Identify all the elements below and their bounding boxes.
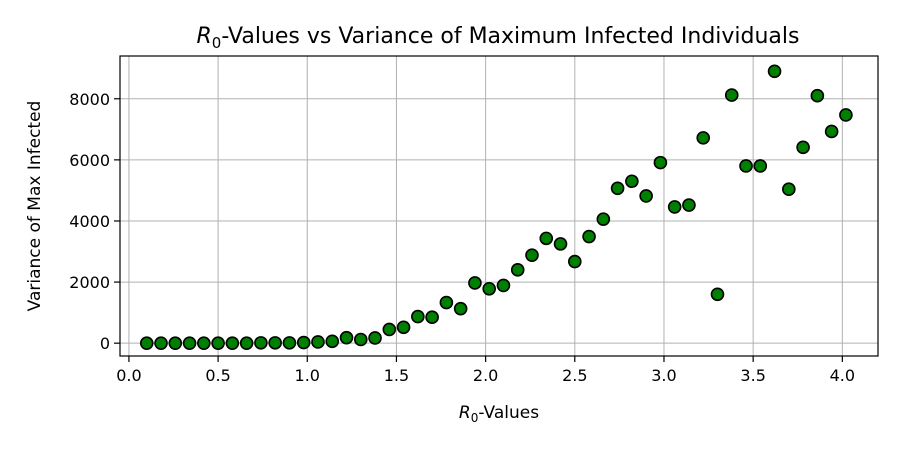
data-point [696, 131, 711, 145]
x-tick-label: 2.5 [562, 366, 587, 385]
data-point [268, 336, 282, 350]
data-point [296, 335, 311, 350]
data-point [453, 301, 468, 316]
data-point [368, 331, 382, 345]
data-point [567, 254, 582, 269]
data-point [411, 309, 425, 324]
y-tick-label: 4000 [69, 212, 110, 231]
data-point [439, 295, 454, 310]
data-point [724, 88, 739, 102]
data-point [396, 320, 411, 335]
data-point [625, 174, 639, 189]
data-point [639, 189, 653, 203]
data-point [425, 310, 439, 325]
data-point [710, 287, 725, 302]
data-point [496, 278, 511, 293]
y-tick-label: 2000 [69, 273, 110, 292]
data-point [325, 334, 340, 349]
plot-frame [119, 55, 879, 357]
data-point [254, 336, 268, 350]
data-point [810, 88, 825, 103]
x-tick-label: 4.0 [830, 366, 855, 385]
data-point [282, 336, 297, 350]
x-tick-label: 0.5 [205, 366, 230, 385]
x-axis-label: R0-Values [459, 403, 539, 425]
data-point [525, 248, 539, 262]
data-point [553, 237, 568, 251]
data-point [339, 330, 354, 345]
x-tick-label: 3.0 [651, 366, 676, 385]
data-point [667, 200, 682, 214]
data-points [139, 64, 853, 350]
axis-ticks: 0.0 0.5 1.0 1.5 2.0 2.5 3.0 3.5 4.0 0 2000 4000 6000… [69, 90, 855, 385]
data-point [168, 336, 183, 350]
data-point [225, 336, 240, 350]
x-tick-label: 1.0 [295, 366, 320, 385]
data-point [510, 263, 525, 277]
data-point [197, 336, 211, 350]
x-tick-label: 2.0 [473, 366, 498, 385]
data-point [739, 159, 753, 173]
data-point [767, 64, 782, 79]
data-point [653, 155, 668, 170]
data-point [839, 108, 853, 122]
data-point [211, 336, 225, 350]
y-axis-label: Variance of Max Infected [25, 101, 45, 312]
data-point [782, 182, 796, 196]
data-point [753, 159, 768, 173]
data-point [482, 281, 496, 296]
data-point [182, 336, 197, 350]
y-tick-label: 6000 [69, 151, 110, 170]
data-point [596, 212, 611, 226]
data-point [353, 332, 368, 347]
data-point [539, 231, 554, 246]
x-tick-label: 3.5 [740, 366, 765, 385]
grid [120, 56, 878, 356]
data-point [582, 229, 596, 244]
data-point [311, 335, 325, 349]
data-point [796, 140, 810, 155]
y-tick-label: 0 [100, 334, 110, 353]
data-point [239, 336, 254, 350]
data-point [682, 198, 696, 212]
x-tick-label: 0.0 [116, 366, 141, 385]
data-point [468, 276, 482, 290]
y-tick-label: 8000 [69, 90, 110, 109]
data-point [154, 336, 168, 350]
data-point [139, 336, 154, 350]
data-point [610, 181, 625, 196]
x-tick-label: 1.5 [384, 366, 409, 385]
data-point [382, 322, 397, 337]
data-point [824, 124, 839, 139]
chart-title: R0-Values vs Variance of Maximum Infecte… [197, 24, 800, 52]
